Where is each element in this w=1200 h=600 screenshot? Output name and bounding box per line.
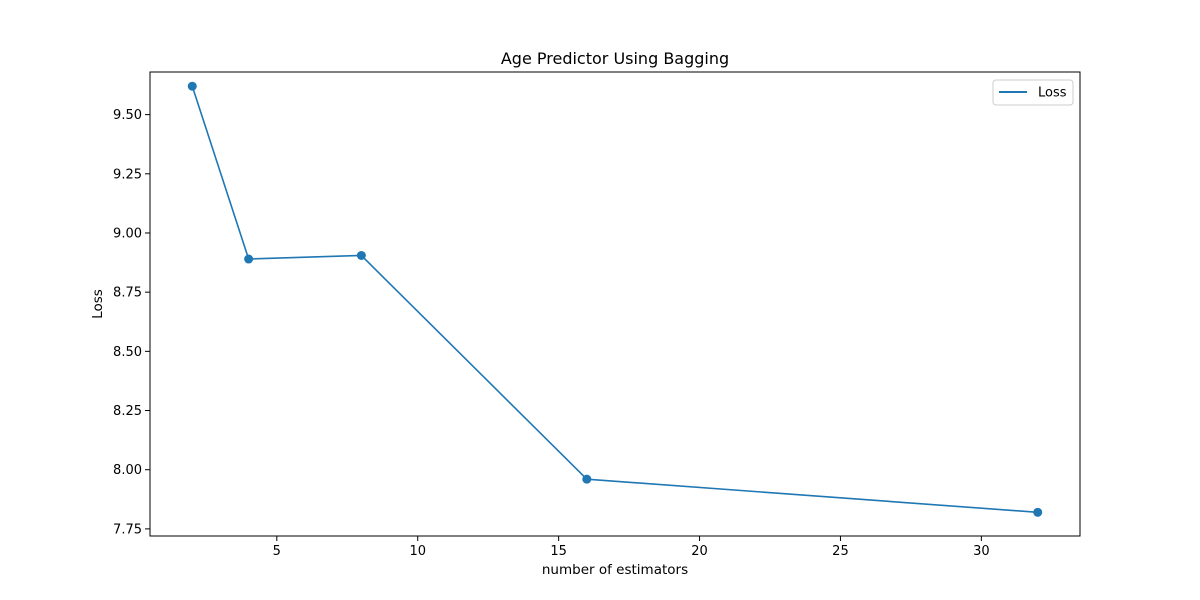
y-tick-label: 9.00	[113, 226, 142, 241]
data-point	[582, 474, 592, 484]
x-tick-label: 5	[273, 544, 281, 559]
x-tick-label: 10	[409, 544, 426, 559]
legend: Loss	[992, 79, 1074, 106]
x-tick-label: 15	[550, 544, 567, 559]
y-axis-label: Loss	[90, 289, 106, 319]
legend-label-loss: Loss	[1038, 86, 1067, 101]
data-point	[1033, 507, 1043, 517]
x-axis-label: number of estimators	[542, 562, 688, 578]
y-tick-label: 8.25	[113, 404, 142, 419]
y-tick-label: 7.75	[113, 522, 142, 537]
x-tick-label: 20	[691, 544, 708, 559]
y-tick-label: 8.00	[113, 463, 142, 478]
data-point	[244, 254, 254, 264]
y-tick-label: 8.75	[113, 286, 142, 301]
plot-area-frame	[149, 71, 1081, 537]
x-tick-label: 25	[832, 544, 849, 559]
x-axis-ticks: 5 10 15 20 25 30	[273, 536, 990, 559]
data-point	[187, 81, 197, 91]
y-tick-label: 9.50	[113, 108, 142, 123]
y-tick-label: 9.25	[113, 167, 142, 182]
y-axis-ticks: 7.75 8.00 8.25 8.50 8.75 9.00 9.25 9.50	[113, 108, 150, 537]
x-tick-label: 30	[973, 544, 990, 559]
y-tick-label: 8.50	[113, 345, 142, 360]
data-point	[356, 250, 366, 260]
legend-box	[992, 79, 1074, 106]
series-layer	[187, 81, 1043, 517]
chart-title: Age Predictor Using Bagging	[501, 49, 729, 68]
